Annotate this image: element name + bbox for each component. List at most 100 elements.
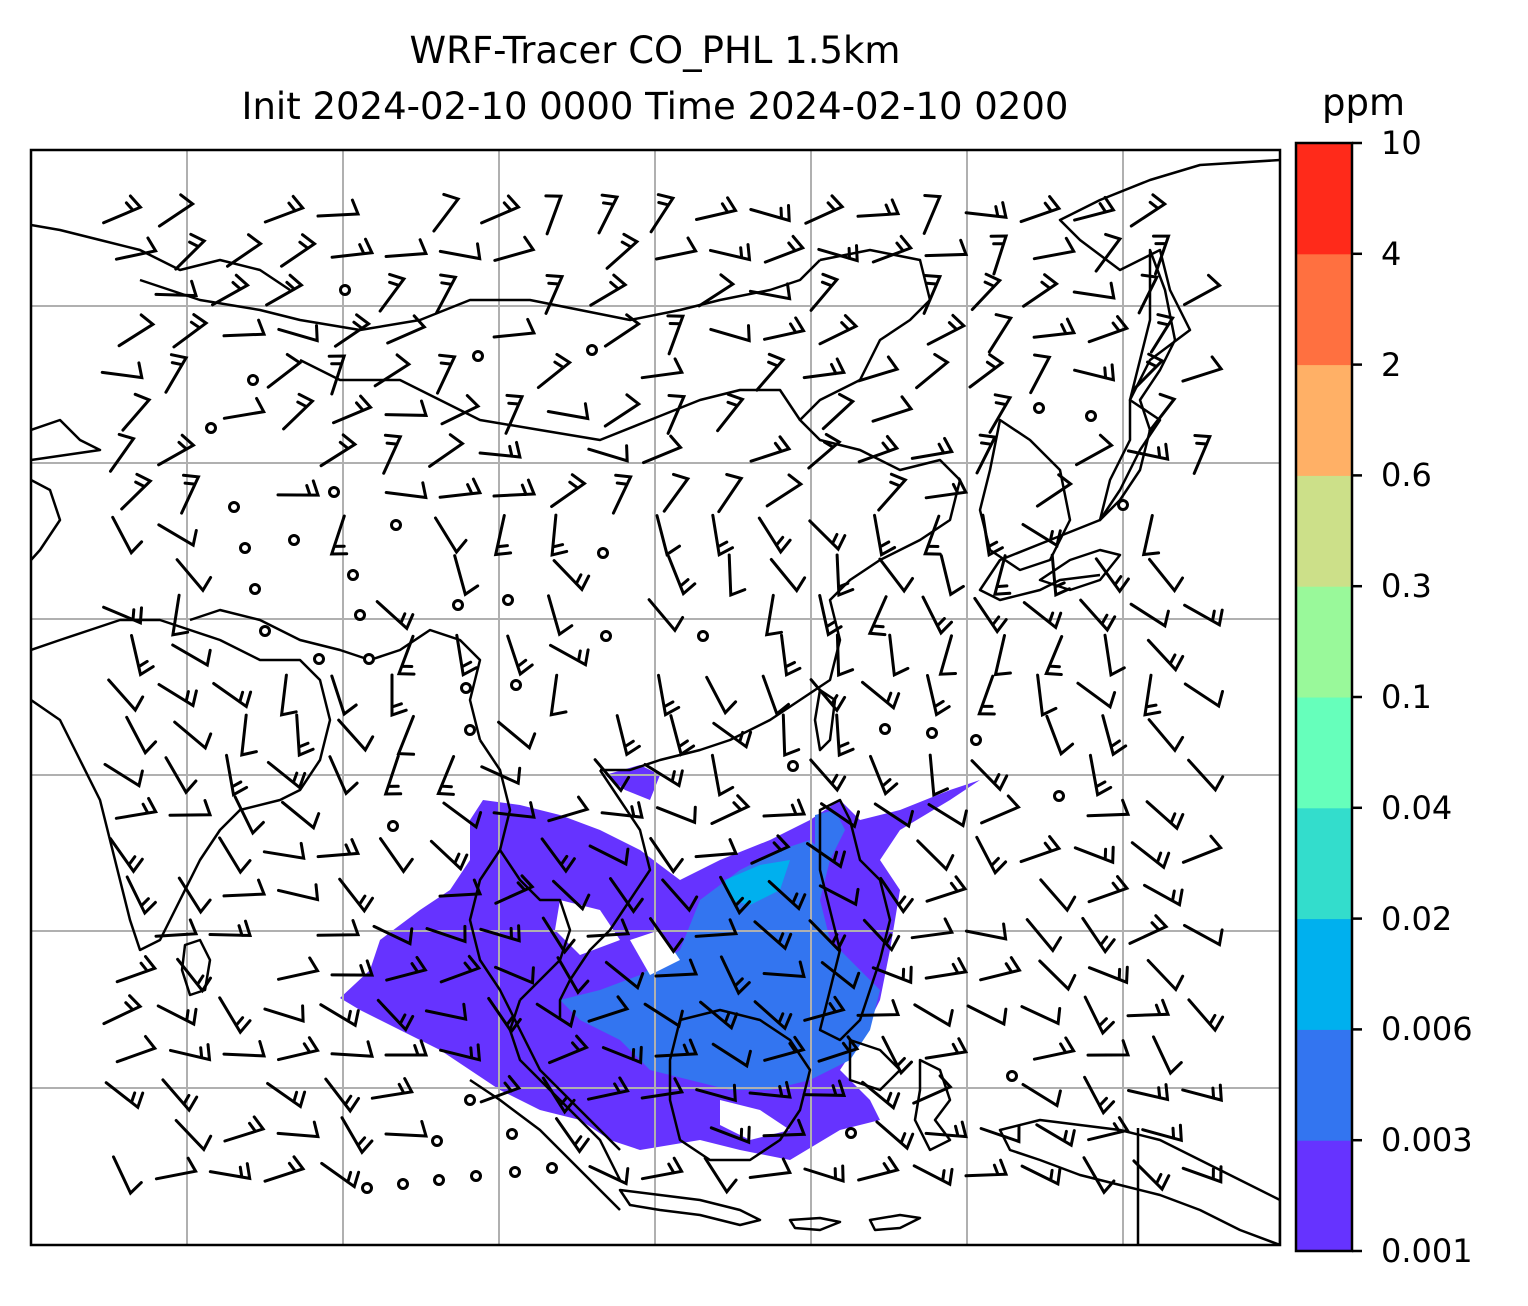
wind-barb bbox=[262, 841, 306, 861]
wind-barb bbox=[375, 600, 415, 631]
wind-barb bbox=[699, 1000, 739, 1031]
wind-barb bbox=[1019, 835, 1062, 864]
wind-barb bbox=[939, 554, 965, 597]
wind-barb bbox=[176, 957, 212, 994]
colorbar-level-0 bbox=[1296, 1140, 1352, 1252]
wind-barb bbox=[710, 794, 751, 825]
wind-barb bbox=[319, 433, 358, 468]
wind-barb bbox=[434, 516, 468, 555]
wind-barb bbox=[1088, 753, 1113, 798]
wind-barb bbox=[806, 842, 846, 869]
wind-barb bbox=[438, 878, 483, 898]
colorbar bbox=[1294, 141, 1362, 1253]
colorbar-tick-label: 0.006 bbox=[1381, 1010, 1473, 1049]
wind-barb bbox=[818, 594, 843, 637]
wind-barb bbox=[856, 999, 901, 1017]
wind-barb bbox=[332, 394, 374, 425]
wind-barb bbox=[117, 313, 156, 348]
wind-barb bbox=[479, 924, 521, 943]
wind-barb bbox=[265, 273, 304, 307]
wind-barb bbox=[926, 313, 967, 346]
wind-barb bbox=[549, 673, 568, 717]
wind-barb bbox=[862, 918, 901, 953]
calm-wind-marker bbox=[970, 734, 982, 746]
wind-barb bbox=[161, 1078, 199, 1113]
coast-new-guinea bbox=[998, 1118, 1280, 1245]
wind-barb bbox=[1181, 834, 1224, 864]
wind-barb bbox=[804, 194, 845, 225]
wind-barb bbox=[320, 1161, 361, 1190]
wind-barb bbox=[1143, 673, 1162, 717]
wind-barb bbox=[927, 803, 968, 828]
wind-barb bbox=[808, 519, 847, 552]
wind-barb bbox=[649, 917, 684, 954]
wind-barb bbox=[316, 838, 361, 859]
wind-barb bbox=[492, 801, 536, 819]
wind-barb bbox=[1129, 193, 1168, 228]
wind-barb bbox=[1073, 845, 1115, 865]
wind-barb bbox=[208, 1162, 252, 1181]
wind-barb bbox=[979, 1125, 1021, 1144]
wind-barb bbox=[1126, 442, 1170, 461]
wind-barb bbox=[555, 1117, 590, 1154]
wind-barb bbox=[211, 273, 251, 307]
wind-barb bbox=[222, 1040, 267, 1058]
wind-barb bbox=[755, 352, 786, 392]
coast-philippines bbox=[818, 798, 892, 1042]
wind-barb bbox=[225, 753, 249, 798]
wind-barb bbox=[666, 394, 687, 435]
coast-sulawesi bbox=[913, 1058, 952, 1152]
wind-barb bbox=[100, 361, 144, 380]
wind-barb bbox=[440, 394, 481, 426]
coast-india-north bbox=[31, 223, 291, 292]
wind-barb bbox=[588, 844, 630, 867]
calm-wind-marker bbox=[1117, 499, 1129, 511]
wind-barb bbox=[1073, 195, 1116, 222]
wind-barb bbox=[1146, 959, 1185, 993]
wind-barb bbox=[835, 713, 855, 758]
wind-barb bbox=[709, 243, 752, 262]
wind-barb bbox=[661, 878, 699, 913]
wind-barb bbox=[103, 762, 144, 788]
wind-barb bbox=[938, 634, 957, 676]
wind-barb bbox=[1181, 1083, 1223, 1103]
wind-barb bbox=[383, 754, 403, 796]
wind-barb bbox=[548, 1034, 590, 1065]
wind-barb bbox=[1183, 682, 1224, 709]
wind-barb bbox=[1086, 798, 1131, 818]
wind-barb bbox=[115, 1035, 158, 1064]
wind-barb bbox=[719, 955, 751, 996]
wind-barb bbox=[817, 1035, 860, 1063]
wind-barb bbox=[1021, 523, 1062, 548]
wind-barb bbox=[1020, 1005, 1062, 1026]
wind-barb bbox=[857, 355, 900, 383]
wind-barb bbox=[1019, 195, 1062, 224]
wind-barb bbox=[1126, 998, 1171, 1018]
wind-barb bbox=[1183, 273, 1223, 307]
wind-barb bbox=[1032, 1036, 1076, 1061]
wind-barb bbox=[928, 753, 949, 798]
wind-barb bbox=[809, 678, 847, 713]
wind-barb bbox=[425, 924, 467, 944]
wind-barb bbox=[504, 393, 525, 435]
wind-barb bbox=[697, 273, 736, 308]
calm-wind-marker bbox=[433, 1174, 445, 1186]
colorbar-level-6 bbox=[1296, 475, 1352, 587]
wind-barb bbox=[1050, 553, 1071, 598]
wind-barb bbox=[154, 918, 199, 938]
wind-barb bbox=[479, 1075, 522, 1104]
coastlines-and-borders bbox=[31, 158, 1280, 1245]
colorbar-level-9 bbox=[1296, 143, 1352, 255]
wind-barb bbox=[753, 1000, 793, 1031]
wind-barb bbox=[987, 313, 1014, 354]
wind-barb bbox=[1094, 232, 1123, 273]
calm-wind-marker bbox=[205, 422, 217, 434]
wind-barb bbox=[888, 633, 910, 678]
wind-barb bbox=[924, 1037, 969, 1060]
wind-barb bbox=[719, 875, 752, 916]
wind-barb bbox=[1038, 959, 1077, 992]
wind-barb bbox=[263, 194, 306, 224]
wind-barb bbox=[878, 557, 914, 594]
map-frame bbox=[29, 148, 1282, 1247]
wind-barb bbox=[748, 1157, 793, 1179]
